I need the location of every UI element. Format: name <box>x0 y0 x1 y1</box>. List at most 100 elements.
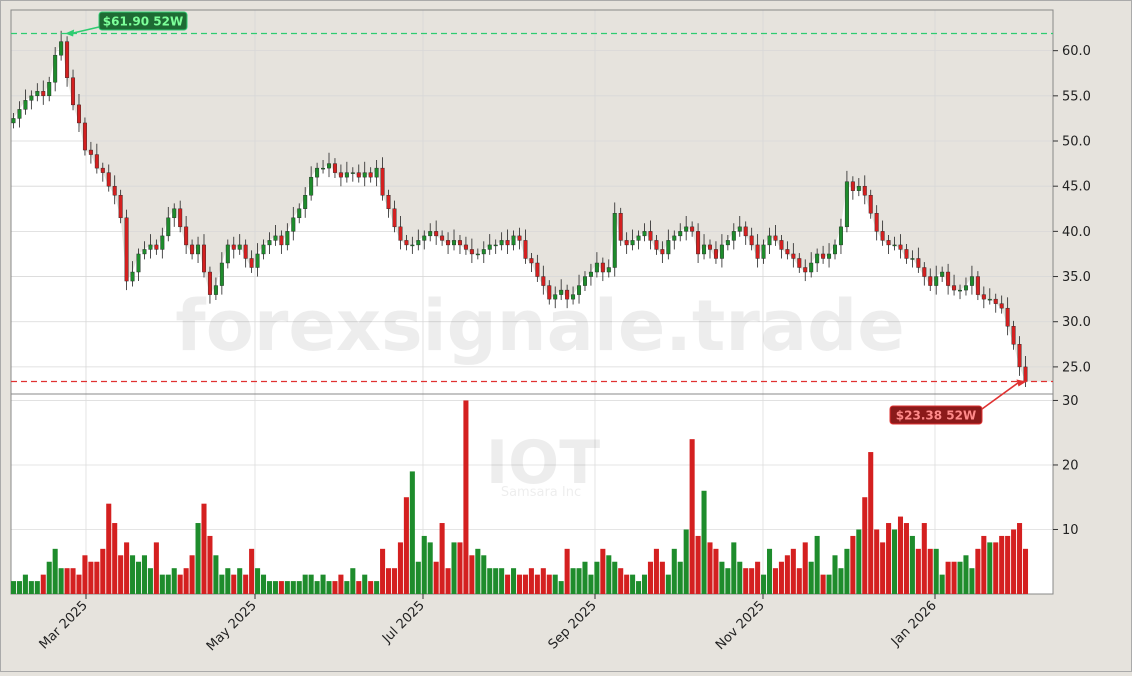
candle-body <box>517 235 522 241</box>
price-axis: 25.0 30.0 35.0 40.0 45.0 50.0 55.0 60.0 <box>1053 44 1091 375</box>
volume-bar <box>761 574 767 594</box>
volume-bar <box>582 561 588 594</box>
volume-bar <box>731 542 737 594</box>
candle-body <box>940 271 945 277</box>
volume-bar <box>743 568 749 594</box>
candle-body <box>237 244 242 250</box>
candle-body <box>82 122 87 151</box>
volume-bar <box>677 561 683 594</box>
volume-bar <box>564 548 570 594</box>
volume-bar <box>963 555 969 594</box>
candle-body <box>660 249 665 255</box>
volume-bar <box>195 523 201 594</box>
candle-body <box>612 213 617 268</box>
candle-body <box>11 118 16 124</box>
candle-body <box>332 163 337 173</box>
candle-body <box>327 163 331 169</box>
volume-bar <box>951 561 957 594</box>
volume-bar <box>915 548 921 594</box>
volume-bar <box>689 439 695 594</box>
volume-bar <box>832 555 838 594</box>
candle-body <box>356 172 361 178</box>
candle-body <box>106 172 111 187</box>
volume-bar <box>516 574 523 594</box>
volume-bar <box>82 555 88 594</box>
volume-bar <box>713 548 719 594</box>
volume-bar <box>34 581 40 594</box>
candles-layer <box>11 30 1028 387</box>
volume-bar <box>481 555 487 594</box>
candle-body <box>946 271 951 286</box>
volume-bar <box>344 581 350 594</box>
volume-bar <box>183 568 189 594</box>
volume-bar <box>231 574 237 594</box>
volume-bar <box>177 574 183 594</box>
volume-bar <box>511 568 517 594</box>
volume-bar <box>874 529 880 594</box>
volume-bar <box>135 561 142 594</box>
candle-body <box>428 231 433 237</box>
candle-body <box>35 91 40 97</box>
volume-bar <box>850 535 856 594</box>
volume-bar <box>707 542 713 594</box>
volume-bar <box>308 574 314 594</box>
volume-bar <box>147 568 153 594</box>
candle-body <box>487 244 492 250</box>
volume-bar <box>171 568 177 594</box>
candle-body <box>797 258 802 268</box>
low-52w-arrow <box>981 381 1019 410</box>
volume-bar <box>719 561 725 594</box>
candle-body <box>749 235 754 246</box>
candle-body <box>702 244 707 255</box>
candle-body <box>511 235 516 246</box>
volume-bar <box>314 581 320 594</box>
volume-bar <box>755 561 761 594</box>
candle-body <box>630 240 635 246</box>
volume-bar <box>153 542 159 594</box>
candle-body <box>934 276 939 286</box>
volume-tick-label: 30 <box>1062 394 1079 409</box>
volume-bar <box>130 555 136 594</box>
candle-body <box>219 262 224 286</box>
candle-body <box>160 235 165 250</box>
candle-body <box>463 244 468 250</box>
volume-bar <box>737 561 743 594</box>
volume-bar <box>451 542 457 594</box>
volume-bar <box>897 516 904 594</box>
candle-body <box>785 249 790 255</box>
candle-body <box>606 267 611 273</box>
volume-bar <box>969 568 975 594</box>
volume-bar <box>380 548 386 594</box>
volume-bar <box>534 574 540 594</box>
volume-bar <box>397 542 403 594</box>
volume-bar <box>124 542 130 594</box>
volume-bar <box>469 555 475 594</box>
candle-body <box>821 253 826 259</box>
candle-body <box>481 249 486 255</box>
volume-bar <box>505 574 511 594</box>
candle-body <box>868 195 873 214</box>
volume-bar <box>391 568 398 594</box>
volume-bar <box>64 568 70 594</box>
candle-body <box>1017 344 1022 368</box>
candle-body <box>154 244 159 250</box>
candle-body <box>1023 366 1028 382</box>
volume-bar <box>981 535 987 594</box>
candle-body <box>719 244 724 259</box>
volume-panel-background <box>11 394 1053 594</box>
volume-bar <box>957 561 963 594</box>
volume-bar <box>903 523 909 594</box>
volume-bar <box>749 568 755 594</box>
volume-bar <box>880 542 886 594</box>
candle-body <box>999 303 1004 309</box>
price-tick-label: 55.0 <box>1062 89 1091 104</box>
volume-bar <box>112 523 118 594</box>
volume-bar <box>284 581 290 594</box>
volume-bar <box>671 548 677 594</box>
candle-body <box>136 253 141 273</box>
price-tick-label: 25.0 <box>1062 360 1091 375</box>
candle-body <box>743 226 748 237</box>
candle-body <box>368 172 373 178</box>
candle-body <box>321 167 326 170</box>
candle-body <box>737 226 742 232</box>
